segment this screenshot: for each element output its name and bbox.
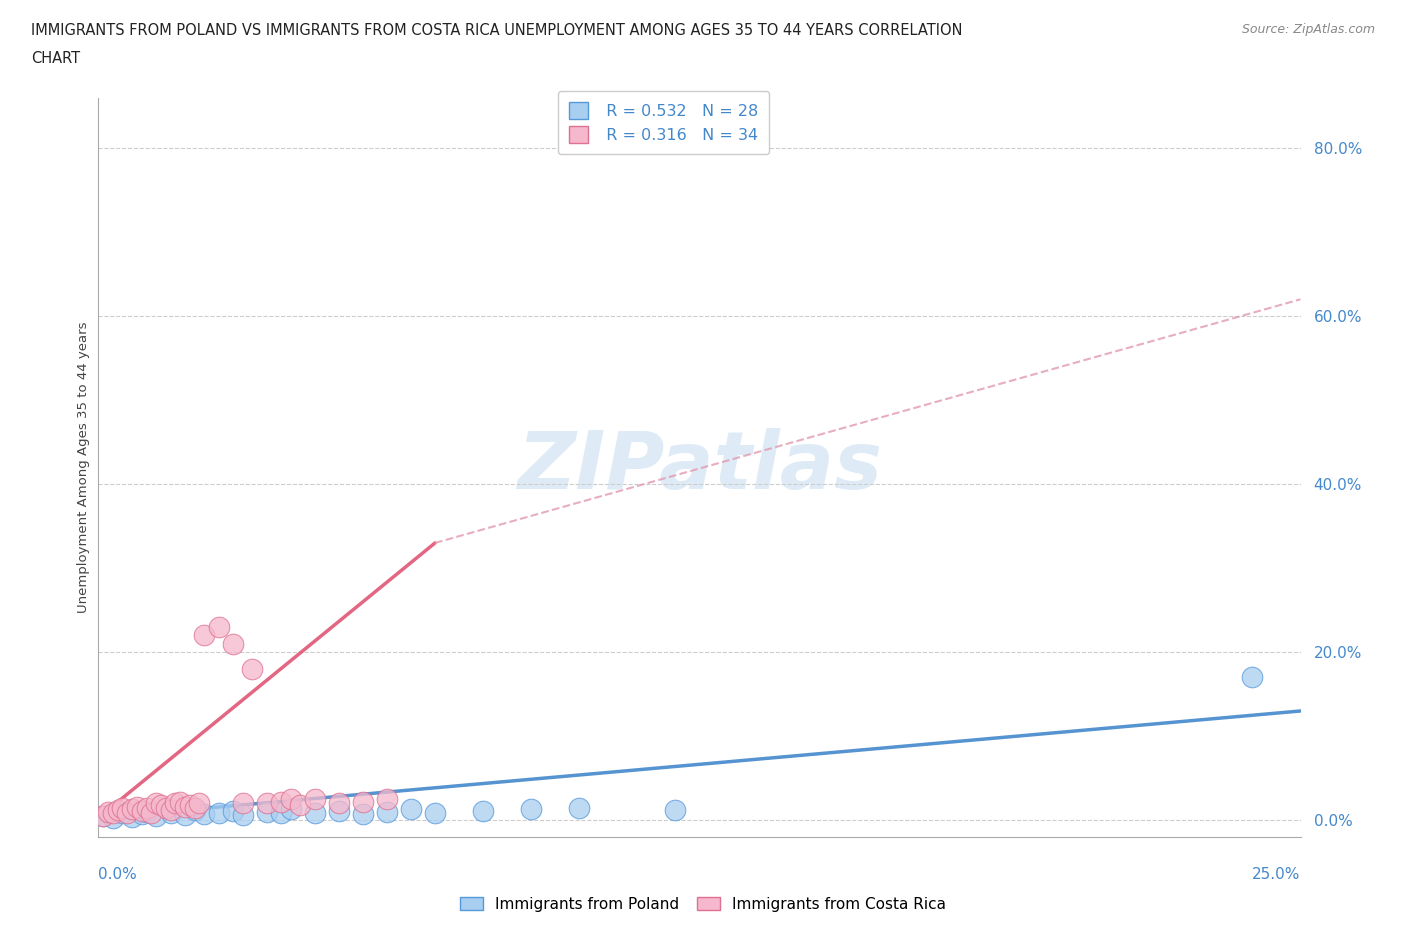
Point — [121, 809, 143, 824]
Point — [280, 802, 302, 817]
Point — [145, 796, 167, 811]
Point — [222, 804, 245, 818]
Point — [352, 794, 374, 809]
Point — [159, 806, 181, 821]
Point — [131, 804, 153, 818]
Text: 25.0%: 25.0% — [1253, 867, 1301, 882]
Point — [135, 801, 157, 816]
Point — [304, 805, 326, 820]
Point — [240, 661, 263, 676]
Point — [193, 807, 215, 822]
Point — [280, 791, 302, 806]
Point — [174, 808, 197, 823]
Point — [232, 808, 254, 823]
Point — [179, 798, 201, 813]
Legend: Immigrants from Poland, Immigrants from Costa Rica: Immigrants from Poland, Immigrants from … — [454, 890, 952, 918]
Point — [111, 806, 134, 821]
Point — [101, 810, 124, 825]
Point — [270, 806, 292, 821]
Point — [183, 803, 205, 817]
Point — [472, 804, 495, 818]
Text: 0.0%: 0.0% — [98, 867, 138, 882]
Point — [145, 808, 167, 823]
Text: CHART: CHART — [31, 51, 80, 66]
Point — [107, 803, 129, 817]
Point — [520, 802, 543, 817]
Point — [208, 805, 231, 820]
Point — [256, 796, 278, 811]
Point — [290, 798, 312, 813]
Point — [121, 802, 143, 817]
Point — [141, 806, 163, 821]
Point — [270, 794, 292, 809]
Point — [174, 799, 197, 814]
Point — [188, 796, 211, 811]
Point — [375, 804, 398, 819]
Point — [256, 804, 278, 819]
Point — [169, 794, 191, 809]
Point — [328, 804, 350, 818]
Point — [91, 808, 114, 823]
Point — [328, 796, 350, 811]
Point — [97, 804, 120, 819]
Point — [155, 801, 177, 816]
Point — [222, 636, 245, 651]
Point — [159, 803, 181, 817]
Point — [304, 791, 326, 806]
Text: IMMIGRANTS FROM POLAND VS IMMIGRANTS FROM COSTA RICA UNEMPLOYMENT AMONG AGES 35 : IMMIGRANTS FROM POLAND VS IMMIGRANTS FRO… — [31, 23, 963, 38]
Text: ZIPatlas: ZIPatlas — [517, 429, 882, 506]
Point — [232, 796, 254, 811]
Legend:   R = 0.532   N = 28,   R = 0.316   N = 34: R = 0.532 N = 28, R = 0.316 N = 34 — [558, 91, 769, 154]
Point — [131, 807, 153, 822]
Point — [664, 803, 686, 817]
Point — [1241, 670, 1264, 684]
Point — [423, 805, 446, 820]
Point — [117, 805, 139, 820]
Text: Source: ZipAtlas.com: Source: ZipAtlas.com — [1241, 23, 1375, 36]
Point — [352, 807, 374, 822]
Point — [125, 799, 148, 814]
Y-axis label: Unemployment Among Ages 35 to 44 years: Unemployment Among Ages 35 to 44 years — [77, 322, 90, 613]
Point — [149, 798, 172, 813]
Point — [165, 796, 187, 811]
Point — [111, 800, 134, 815]
Point — [91, 808, 114, 823]
Point — [399, 802, 422, 817]
Point — [193, 628, 215, 643]
Point — [568, 800, 591, 815]
Point — [375, 791, 398, 806]
Point — [101, 806, 124, 821]
Point — [208, 619, 231, 634]
Point — [135, 804, 157, 819]
Point — [183, 801, 205, 816]
